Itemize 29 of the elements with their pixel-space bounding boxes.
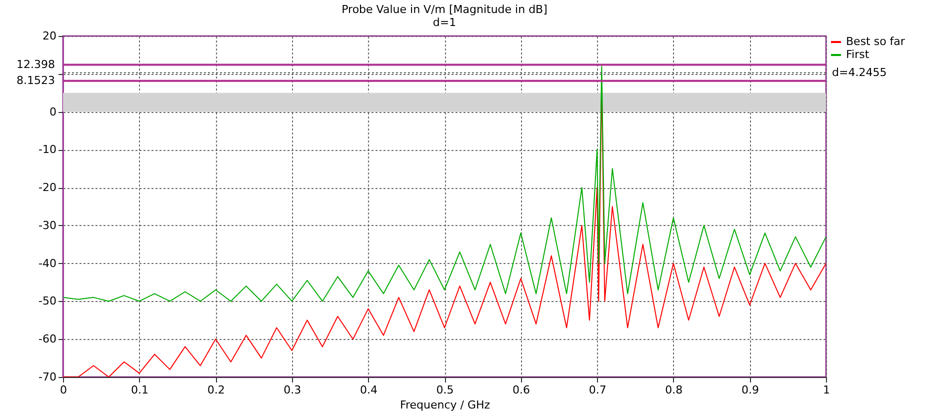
x-tick-label: 0 [60,384,67,396]
ref-line-label: 12.398 [16,58,55,71]
y-tick-label: 0 [50,105,56,118]
y-tick-label: -40 [38,256,56,270]
legend-label: First [846,48,870,61]
x-tick-label: 1 [823,384,830,396]
x-tick-label: 0.4 [360,384,378,396]
y-tick-label: -30 [38,218,56,232]
x-tick-label: 0.1 [131,384,149,396]
x-tick-label: 0.8 [665,384,683,396]
y-tick-label: -10 [38,143,56,156]
x-axis-title: Frequency / GHz [400,398,490,412]
legend-label: Best so far [846,35,906,48]
y-tick-label: 20 [42,30,56,42]
y-tick-label: -20 [38,181,56,194]
chart-subtitle: d=1 [432,16,456,29]
x-tick-label: 0.7 [588,384,606,396]
line-series [63,66,826,302]
y-tick-label: -70 [38,370,56,384]
x-tick-label: 0.2 [207,384,225,396]
annotation: d=4.2455 [832,66,887,79]
y-tick-label: -60 [38,332,56,346]
x-tick-label: 0.6 [512,384,530,396]
y-tick-label: -50 [38,294,56,308]
chart-title: Probe Value in V/m [Magnitude in dB] [342,3,548,16]
x-tick-label: 0.3 [284,384,302,396]
ref-line-label: 8.1523 [16,74,55,87]
x-tick-label: 0.5 [436,384,454,396]
x-tick-label: 0.9 [741,384,759,396]
